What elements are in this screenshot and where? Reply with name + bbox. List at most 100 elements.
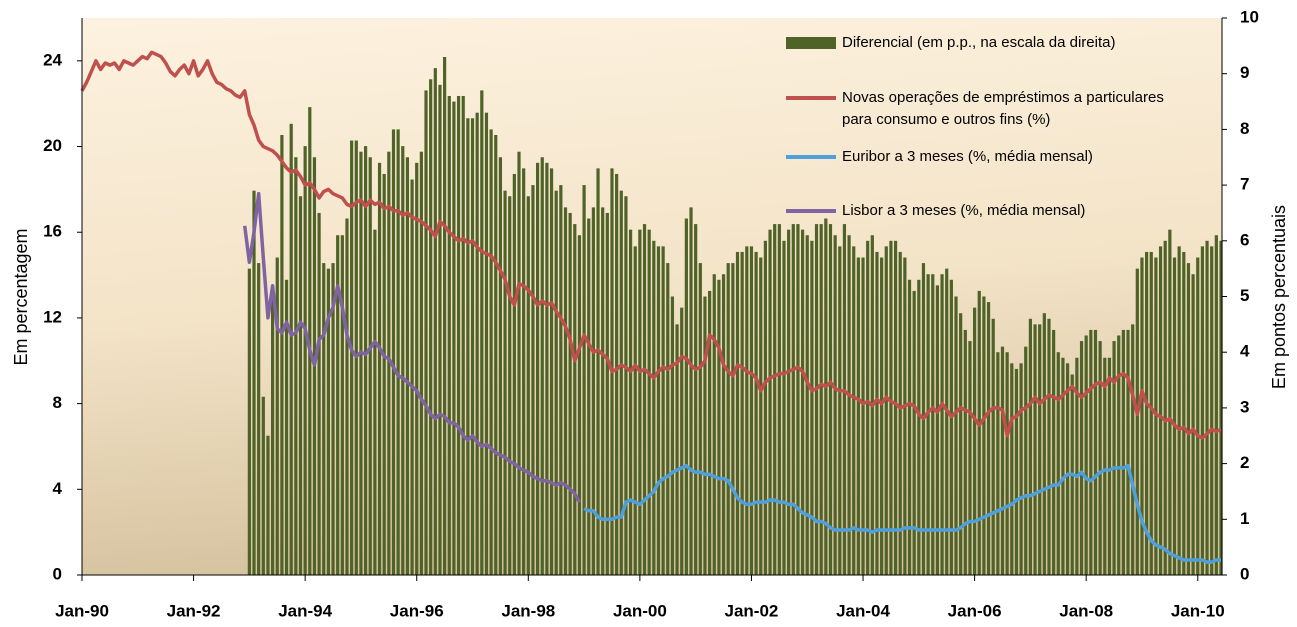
bar <box>1098 341 1102 575</box>
bar <box>489 129 493 575</box>
legend-item: Diferencial (em p.p., na escala da direi… <box>786 32 1182 54</box>
bar <box>415 162 419 575</box>
bar <box>754 251 758 575</box>
bar <box>982 296 986 575</box>
bar <box>261 396 265 575</box>
bar <box>768 229 772 575</box>
bar <box>1038 324 1042 575</box>
x-tick-label: Jan-90 <box>55 601 109 620</box>
bar <box>1182 251 1186 575</box>
bar <box>777 224 781 575</box>
y2-tick-label: 8 <box>1240 119 1249 138</box>
line <box>242 191 581 503</box>
x-tick-label: Jan-94 <box>278 601 332 620</box>
bar <box>443 56 447 576</box>
bar <box>959 313 963 575</box>
y2-tick-label: 6 <box>1240 230 1249 249</box>
bar <box>577 235 582 576</box>
bar <box>475 112 479 575</box>
bar <box>1019 363 1023 575</box>
legend-swatch <box>786 155 836 159</box>
bar <box>633 246 637 575</box>
bar <box>294 157 298 575</box>
legend-label: Novas operações de empréstimos a particu… <box>842 89 1164 128</box>
y-tick-label: 24 <box>43 50 62 69</box>
bar <box>1117 335 1121 575</box>
bar <box>926 274 930 575</box>
y2-tick-label: 0 <box>1240 564 1249 583</box>
bar <box>1084 335 1088 575</box>
bar <box>1131 324 1135 575</box>
x-tick-label: Jan-06 <box>948 601 1002 620</box>
y-tick-label: 0 <box>53 564 62 583</box>
bar <box>461 95 465 575</box>
bar <box>940 274 944 575</box>
bar <box>782 240 786 576</box>
y-tick-label: 12 <box>43 307 62 326</box>
bar <box>889 240 893 576</box>
y-axis-label: Em percentagem <box>11 228 31 365</box>
bar <box>563 207 568 575</box>
bar <box>642 224 647 575</box>
bar <box>424 90 428 575</box>
bar <box>289 123 293 575</box>
bar <box>884 246 888 575</box>
bar <box>945 268 949 575</box>
bar <box>317 212 321 575</box>
bar <box>303 146 307 576</box>
bar <box>1061 357 1065 575</box>
bar <box>1121 329 1125 575</box>
bar <box>759 257 763 575</box>
bar <box>484 112 489 575</box>
bar <box>1056 352 1060 575</box>
bar <box>452 101 456 576</box>
bar <box>745 246 749 575</box>
bar <box>275 257 279 575</box>
bar <box>800 229 805 575</box>
bar <box>522 168 526 575</box>
y2-tick-label: 1 <box>1240 509 1249 528</box>
bar <box>847 235 851 576</box>
bar <box>903 257 907 575</box>
bar <box>1200 246 1205 575</box>
bar <box>322 263 326 575</box>
x-tick-label: Jan-92 <box>167 601 221 620</box>
bar <box>1158 246 1163 575</box>
bar <box>419 151 423 575</box>
y2-tick-label: 2 <box>1240 453 1249 472</box>
bar <box>619 190 623 576</box>
bar <box>731 263 735 575</box>
legend-label: Diferencial (em p.p., na escala da direi… <box>842 34 1116 51</box>
bar <box>954 296 958 575</box>
bar <box>1065 363 1070 575</box>
bar <box>805 235 809 576</box>
x-tick-label: Jan-02 <box>725 601 779 620</box>
y2-tick-label: 4 <box>1240 342 1250 361</box>
bar <box>721 274 726 575</box>
bar <box>596 168 600 575</box>
legend-label: Euribor a 3 meses (%, média mensal) <box>842 148 1093 165</box>
bar <box>949 279 953 575</box>
bar <box>1210 246 1214 575</box>
bar <box>1112 341 1116 575</box>
bar <box>814 224 819 575</box>
bar <box>1163 240 1167 576</box>
bar <box>429 79 433 576</box>
bar <box>1219 240 1223 576</box>
bar <box>1024 346 1028 575</box>
bar <box>996 352 1000 575</box>
bar <box>284 279 289 575</box>
bar <box>852 246 856 575</box>
bar <box>545 162 549 575</box>
x-tick-label: Jan-08 <box>1059 601 1113 620</box>
bar <box>1126 329 1130 575</box>
legend-item: Lisbor a 3 meses (%, média mensal) <box>786 200 1182 222</box>
bar <box>670 296 675 575</box>
bar <box>368 157 372 575</box>
bar <box>717 279 721 575</box>
legend-label: Lisbor a 3 meses (%, média mensal) <box>842 202 1086 219</box>
bar <box>456 95 461 575</box>
legend-item: Euribor a 3 meses (%, média mensal) <box>786 146 1182 168</box>
bar <box>447 95 451 575</box>
bar <box>680 307 684 575</box>
